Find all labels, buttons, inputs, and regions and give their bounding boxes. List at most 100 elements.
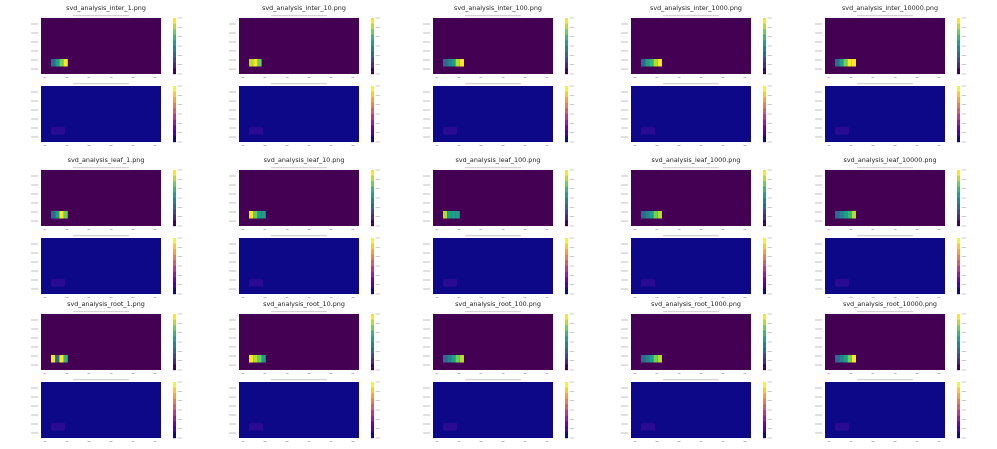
colorbar-segment — [371, 203, 374, 207]
colorbar-segment — [957, 203, 960, 207]
colorbar-segment — [371, 246, 374, 250]
colorbar-segment — [763, 314, 766, 317]
colorbar-segment — [371, 263, 374, 267]
colorbar-segment — [371, 206, 374, 210]
colorbar-segment — [371, 217, 374, 221]
heatmap-cell — [847, 211, 852, 219]
colorbar-segment — [173, 418, 176, 422]
colorbar-segment — [371, 347, 374, 351]
colorbar-segment — [371, 198, 374, 201]
colorbar-segment — [565, 412, 568, 416]
colorbar-segment — [763, 282, 766, 286]
figure-title: svd_analysis_inter_100.png — [454, 4, 542, 12]
colorbar-segment — [957, 100, 960, 103]
colorbar-segment — [957, 432, 960, 436]
colorbar-segment — [763, 175, 766, 179]
figure-title: svd_analysis_root_1.png — [67, 300, 145, 308]
colorbar-segment — [173, 364, 176, 368]
colorbar-segment — [173, 330, 176, 334]
colorbar-segment — [371, 186, 374, 190]
colorbar-segment — [565, 280, 568, 283]
colorbar-segment — [565, 181, 568, 185]
colorbar-segment — [565, 175, 568, 179]
heatmap-cell — [253, 355, 258, 363]
heatmap-cell — [459, 59, 464, 67]
colorbar-segment — [173, 223, 176, 227]
colorbar-segment — [957, 136, 960, 140]
colorbar-segment — [371, 393, 374, 397]
colorbar-segment — [565, 18, 568, 21]
heatmap-cell — [455, 355, 460, 363]
colorbar-segment — [957, 412, 960, 416]
svd-figure: svd_analysis_leaf_1.png — [11, 152, 201, 298]
heatmap-cell — [51, 127, 65, 135]
colorbar-segment — [371, 122, 374, 126]
colorbar-segment — [371, 65, 374, 69]
colorbar-segment — [371, 34, 374, 38]
colorbar-segment — [371, 361, 374, 365]
colorbar-segment — [763, 387, 766, 391]
colorbar-segment — [763, 396, 766, 399]
svd-figure: svd_analysis_leaf_1000.png — [601, 152, 791, 298]
colorbar-segment — [173, 429, 176, 433]
colorbar-segment — [763, 263, 766, 267]
colorbar-segment — [957, 170, 960, 173]
colorbar-segment — [371, 322, 374, 326]
colorbar-segment — [763, 206, 766, 210]
heatmap-cell — [839, 355, 844, 363]
colorbar-segment — [957, 387, 960, 391]
colorbar-segment — [371, 192, 374, 196]
colorbar-segment — [763, 246, 766, 250]
colorbar-segment — [763, 384, 766, 388]
colorbar-segment — [763, 119, 766, 123]
colorbar-segment — [763, 136, 766, 140]
scaling-factors-heatmap — [795, 15, 985, 79]
heatmap-cell — [63, 59, 68, 67]
colorbar-segment — [763, 200, 766, 204]
colorbar-segment — [371, 415, 374, 419]
heatmap-svg — [815, 235, 966, 298]
colorbar-segment — [957, 217, 960, 221]
colorbar-segment — [173, 432, 176, 436]
colorbar-segment — [371, 358, 374, 362]
colorbar-segment — [763, 435, 766, 439]
colorbar-segment — [763, 214, 766, 218]
colorbar-segment — [173, 280, 176, 283]
colorbar-segment — [763, 260, 766, 264]
colorbar-segment — [763, 40, 766, 44]
colorbar-segment — [173, 60, 176, 63]
colorbar-segment — [565, 429, 568, 433]
colorbar-segment — [173, 40, 176, 44]
colorbar-segment — [565, 418, 568, 422]
colorbar-segment — [173, 43, 176, 47]
colorbar-segment — [371, 404, 374, 408]
svd-figure: svd_analysis_leaf_10000.png — [795, 152, 985, 298]
colorbar-segment — [957, 249, 960, 253]
colorbar-segment — [565, 23, 568, 27]
colorbar-segment — [957, 214, 960, 218]
colorbar-segment — [957, 29, 960, 33]
colorbar-segment — [763, 23, 766, 27]
svd-figure: svd_analysis_root_10000.png — [795, 296, 985, 442]
colorbar-segment — [173, 407, 176, 411]
colorbar-segment — [565, 189, 568, 193]
colorbar-segment — [763, 195, 766, 199]
colorbar-segment — [957, 175, 960, 179]
heatmap-cell — [835, 423, 849, 431]
colorbar-segment — [763, 116, 766, 120]
colorbar-segment — [763, 172, 766, 176]
colorbar-segment — [957, 382, 960, 385]
colorbar-segment — [371, 336, 374, 340]
colorbar-segment — [565, 88, 568, 92]
colorbar-segment — [173, 393, 176, 397]
colorbar-segment — [763, 429, 766, 433]
colorbar-segment — [565, 257, 568, 261]
colorbar-segment — [371, 282, 374, 286]
colorbar-segment — [763, 316, 766, 320]
colorbar-segment — [173, 214, 176, 218]
colorbar-segment — [763, 184, 766, 187]
figure-title: svd_analysis_leaf_1.png — [67, 156, 145, 164]
colorbar-segment — [957, 424, 960, 427]
colorbar-segment — [957, 277, 960, 281]
